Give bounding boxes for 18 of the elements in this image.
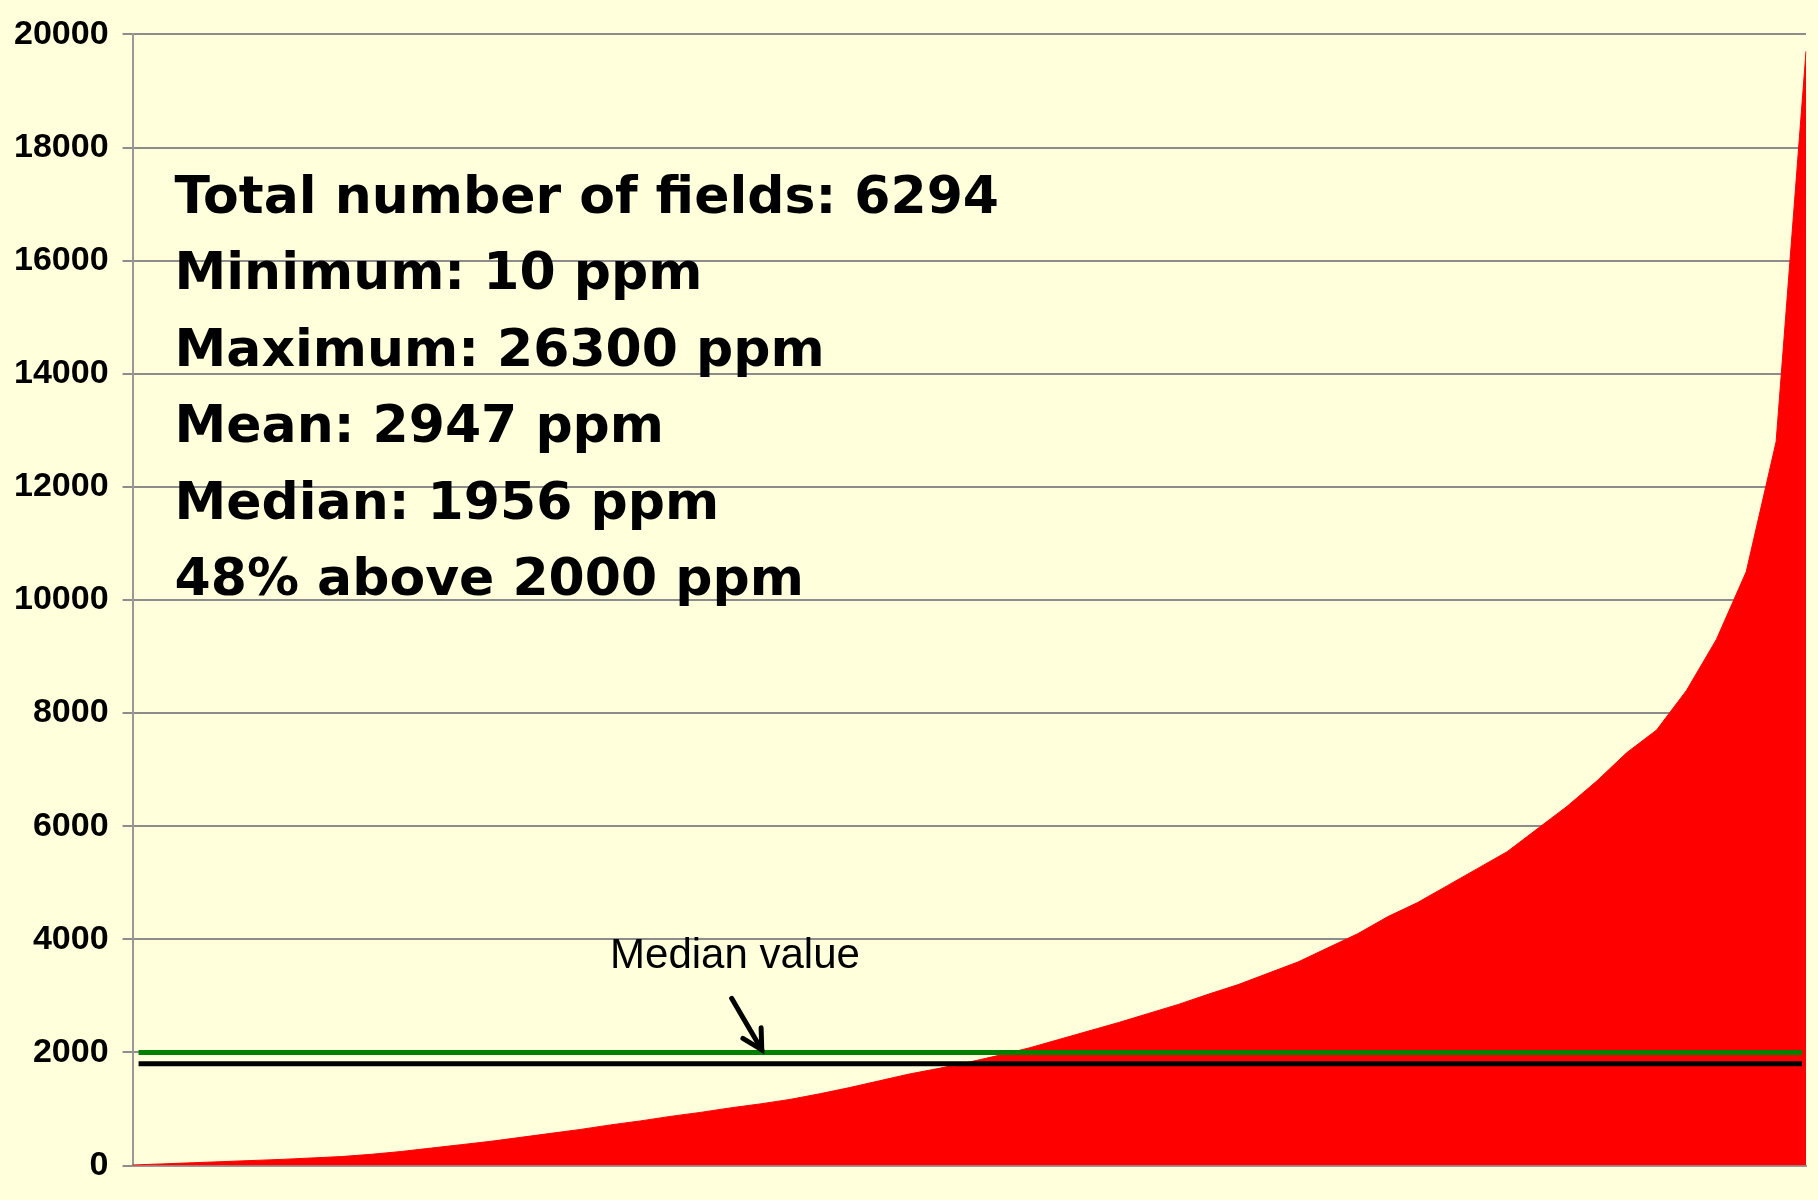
- y-tick-label: 20000: [14, 12, 109, 51]
- y-tick-label: 8000: [32, 691, 109, 730]
- annotation: Minimum: 10 ppm: [174, 241, 703, 302]
- annotation: Total number of fields: 6294: [174, 164, 1000, 225]
- annotation: Median: 1956 ppm: [174, 470, 720, 531]
- annotation: Maximum: 26300 ppm: [174, 317, 825, 378]
- y-tick-label: 18000: [14, 125, 109, 164]
- annotation: Mean: 2947 ppm: [174, 394, 665, 455]
- annotation: 48% above 2000 ppm: [174, 547, 804, 608]
- y-tick-label: 6000: [32, 804, 109, 843]
- y-tick-label: 2000: [32, 1030, 109, 1069]
- y-tick-label: 10000: [14, 578, 109, 617]
- ref-line-label: Median value: [610, 929, 860, 977]
- y-tick-label: 14000: [14, 352, 109, 391]
- y-tick-label: 0: [89, 1143, 109, 1182]
- y-tick-label: 12000: [14, 465, 109, 504]
- y-tick-label: 4000: [32, 917, 109, 956]
- y-tick-label: 16000: [14, 239, 109, 278]
